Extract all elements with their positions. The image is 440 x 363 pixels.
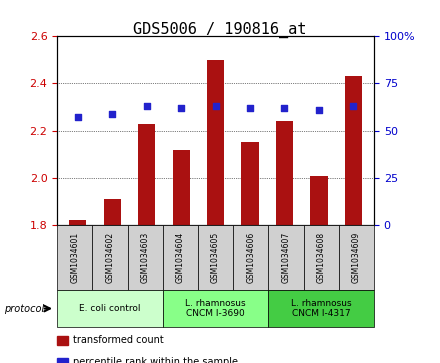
Point <box>315 107 323 113</box>
Text: GSM1034604: GSM1034604 <box>176 232 185 284</box>
Text: GSM1034601: GSM1034601 <box>70 232 79 283</box>
Text: GDS5006 / 190816_at: GDS5006 / 190816_at <box>133 22 307 38</box>
Text: GSM1034608: GSM1034608 <box>317 232 326 283</box>
Point <box>143 103 150 109</box>
Text: GSM1034609: GSM1034609 <box>352 232 361 284</box>
Text: GSM1034607: GSM1034607 <box>282 232 290 284</box>
Text: E. coli control: E. coli control <box>79 304 141 313</box>
Text: transformed count: transformed count <box>73 335 163 345</box>
Bar <box>345 76 362 225</box>
Point <box>74 115 81 121</box>
Bar <box>138 123 155 225</box>
Text: GSM1034602: GSM1034602 <box>106 232 114 283</box>
Text: protocol: protocol <box>4 303 44 314</box>
Bar <box>242 143 259 225</box>
Point <box>281 105 288 111</box>
Point <box>212 103 219 109</box>
Bar <box>104 199 121 225</box>
Bar <box>310 176 327 225</box>
Point <box>350 103 357 109</box>
Text: GSM1034603: GSM1034603 <box>141 232 150 284</box>
Text: L. rhamnosus
CNCM I-4317: L. rhamnosus CNCM I-4317 <box>291 299 352 318</box>
Point <box>109 111 116 117</box>
Point <box>178 105 185 111</box>
Text: GSM1034606: GSM1034606 <box>246 232 255 284</box>
Bar <box>69 220 87 225</box>
Bar <box>172 150 190 225</box>
Text: L. rhamnosus
CNCM I-3690: L. rhamnosus CNCM I-3690 <box>185 299 246 318</box>
Text: GSM1034605: GSM1034605 <box>211 232 220 284</box>
Bar <box>276 121 293 225</box>
Text: percentile rank within the sample: percentile rank within the sample <box>73 357 238 363</box>
Bar <box>207 60 224 225</box>
Point <box>246 105 253 111</box>
